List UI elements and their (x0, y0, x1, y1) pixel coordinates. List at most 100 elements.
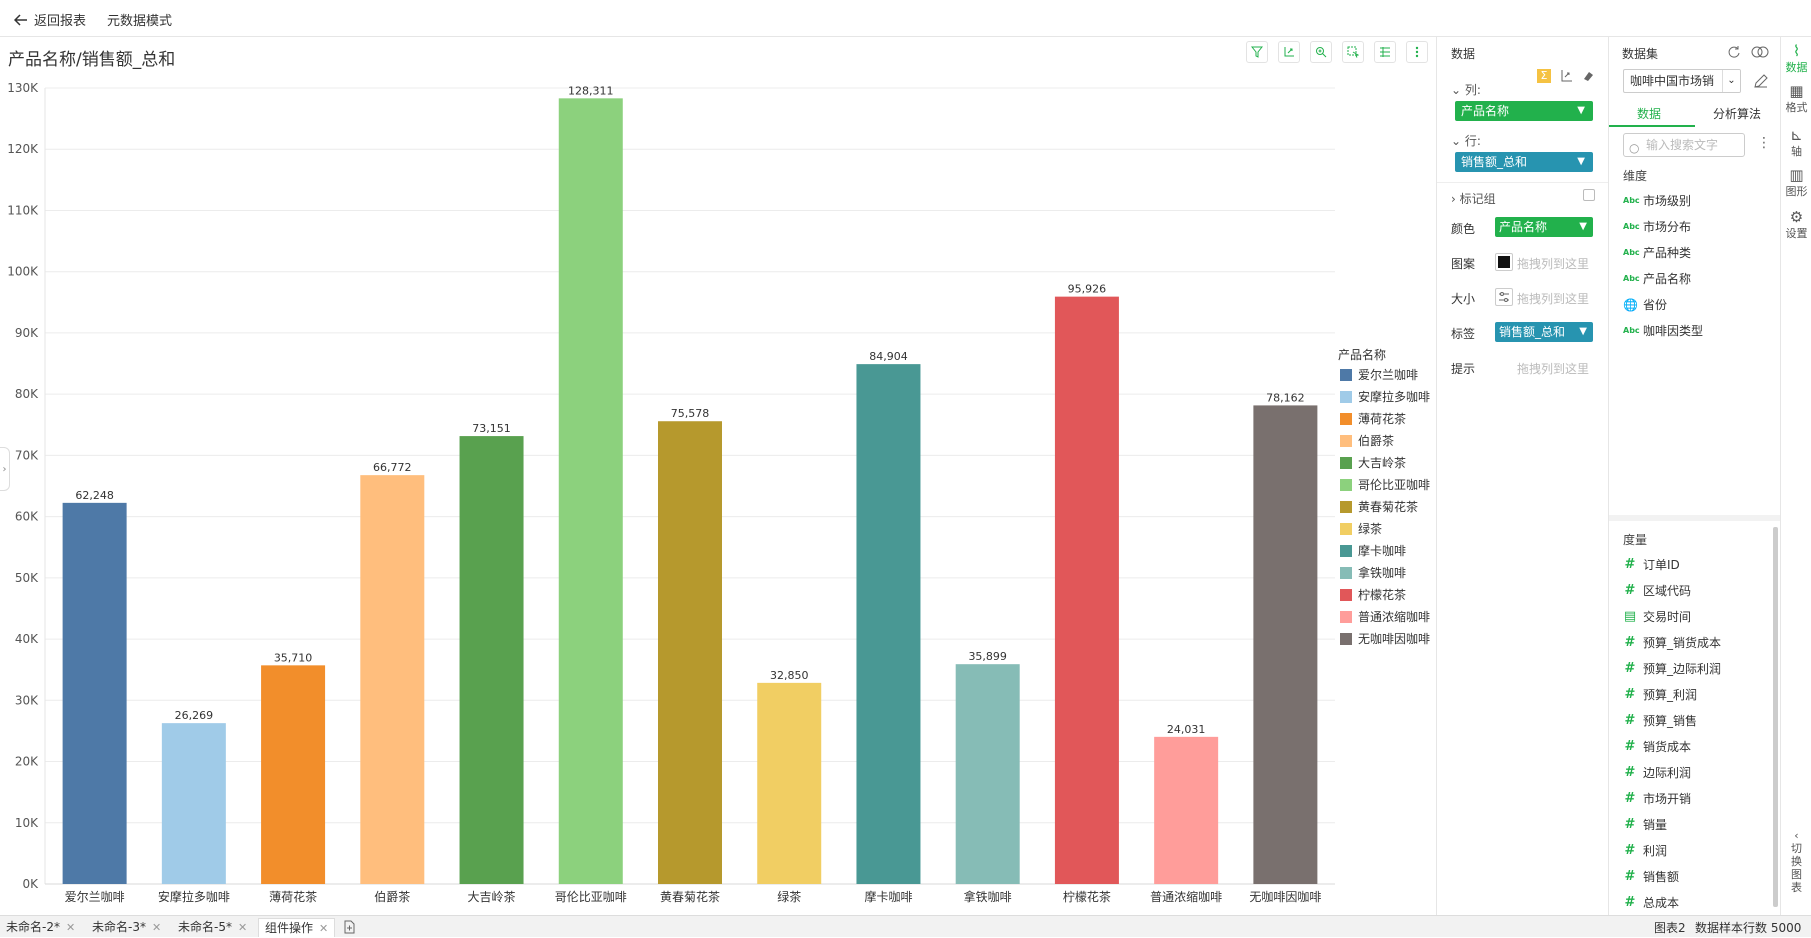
sum-icon[interactable]: Σ (1537, 69, 1551, 83)
dimension-field[interactable]: Abc 产品种类 (1623, 244, 1691, 261)
collapse-left-tab[interactable]: › (0, 447, 10, 491)
text-type-icon: Abc (1623, 248, 1640, 257)
dataset-select[interactable]: 咖啡中国市场销 ⌄ (1623, 69, 1741, 93)
metadata-mode-button[interactable]: 元数据模式 (107, 14, 173, 29)
sheet-tab[interactable]: 未命名-2* ✕ (0, 918, 81, 937)
pattern-swatch[interactable] (1495, 253, 1513, 271)
filter-icon[interactable] (1246, 41, 1268, 63)
legend-swatch (1340, 588, 1352, 601)
select-icon[interactable] (1342, 41, 1364, 63)
measure-field[interactable]: # 销货成本 (1623, 738, 1691, 755)
sheet-tab[interactable]: 未命名-3* ✕ (86, 918, 167, 937)
text-type-icon: Abc (1623, 274, 1640, 283)
dimension-field[interactable]: 🌐 省份 (1623, 296, 1667, 313)
bar (360, 475, 425, 884)
legend-item[interactable]: 黄春菊花茶 (1340, 498, 1418, 515)
dimension-label: 产品种类 (1643, 246, 1692, 260)
legend-item[interactable]: 薄荷花茶 (1340, 410, 1406, 427)
legend-item[interactable]: 柠檬花茶 (1340, 586, 1406, 603)
back-label: 返回报表 (34, 14, 87, 29)
close-icon[interactable]: ✕ (65, 921, 76, 934)
rail-format[interactable]: ▦ 格式 (1785, 82, 1808, 114)
marks-group-toggle[interactable]: › 标记组 (1451, 192, 1496, 206)
dimension-field[interactable]: Abc 咖啡因类型 (1623, 322, 1703, 339)
edit-icon[interactable] (1753, 73, 1769, 89)
swap-axis-icon[interactable] (1559, 69, 1573, 83)
rail-data[interactable]: ⌇ 数据 (1785, 42, 1808, 74)
measure-field[interactable]: # 利润 (1623, 842, 1667, 859)
add-sheet-icon[interactable] (342, 920, 356, 934)
back-to-report-button[interactable]: 返回报表 (14, 10, 86, 29)
tab-data[interactable]: 数据 (1637, 107, 1662, 121)
drill-icon[interactable] (1278, 41, 1300, 63)
refresh-icon[interactable] (1727, 45, 1741, 59)
number-type-icon: # (1624, 687, 1636, 702)
measure-field[interactable]: # 预算_销货成本 (1623, 634, 1721, 651)
pattern-drop-zone[interactable]: 拖拽列到这里 (1517, 257, 1590, 271)
size-drop-zone[interactable]: 拖拽列到这里 (1517, 292, 1590, 306)
measure-field[interactable]: # 预算_利润 (1623, 686, 1697, 703)
measure-field[interactable]: # 边际利润 (1623, 764, 1691, 781)
label-field-pill[interactable]: 销售额_总和 ▼ (1495, 322, 1593, 342)
legend-swatch (1340, 544, 1352, 557)
more-options-icon[interactable]: ⋮ (1757, 135, 1771, 151)
columns-field-pill[interactable]: 产品名称 ▼ (1455, 101, 1593, 121)
rows-field-pill[interactable]: 销售额_总和 ▼ (1455, 152, 1593, 172)
field-search-input[interactable]: ○ 输入搜索文字 (1623, 133, 1745, 157)
data-label: 73,151 (472, 422, 511, 435)
dimension-field[interactable]: Abc 市场分布 (1623, 218, 1691, 235)
dimension-field[interactable]: Abc 产品名称 (1623, 270, 1691, 287)
legend-item[interactable]: 摩卡咖啡 (1340, 542, 1406, 559)
size-slider-icon[interactable] (1495, 288, 1513, 306)
measure-label: 订单ID (1643, 558, 1680, 572)
measure-field[interactable]: # 订单ID (1623, 556, 1680, 573)
legend-item[interactable]: 绿茶 (1340, 520, 1382, 537)
sheet-tab[interactable]: 组件操作 ✕ (258, 918, 336, 937)
x-tick-label: 黄春菊花茶 (660, 889, 720, 904)
legend-item[interactable]: 普通浓缩咖啡 (1340, 608, 1430, 625)
zoom-icon[interactable] (1310, 41, 1332, 63)
dimension-field[interactable]: Abc 市场级别 (1623, 192, 1691, 209)
sheet-tab[interactable]: 未命名-5* ✕ (172, 918, 253, 937)
close-icon[interactable]: ✕ (237, 921, 248, 934)
measure-field[interactable]: # 销量 (1623, 816, 1667, 833)
marks-settings-icon[interactable] (1583, 189, 1595, 201)
panel-splitter[interactable] (1609, 515, 1781, 521)
tab-underline (1609, 125, 1695, 127)
legend-item[interactable]: 伯爵茶 (1340, 432, 1394, 449)
legend-label: 摩卡咖啡 (1358, 544, 1407, 558)
close-icon[interactable]: ✕ (151, 921, 162, 934)
more-icon[interactable] (1406, 41, 1428, 63)
table-view-icon[interactable] (1374, 41, 1396, 63)
measure-field[interactable]: # 总成本 (1623, 894, 1679, 911)
legend-label: 大吉岭茶 (1358, 456, 1407, 470)
measure-field[interactable]: # 销售额 (1623, 868, 1679, 885)
legend-item[interactable]: 安摩拉多咖啡 (1340, 388, 1430, 405)
measure-field[interactable]: # 预算_边际利润 (1623, 660, 1721, 677)
measure-field[interactable]: ▤ 交易时间 (1623, 608, 1691, 625)
number-type-icon: # (1624, 713, 1636, 728)
eraser-icon[interactable] (1581, 69, 1595, 83)
close-icon[interactable]: ✕ (319, 921, 329, 935)
legend-item[interactable]: 哥伦比亚咖啡 (1340, 476, 1430, 493)
tab-analysis-algorithm[interactable]: 分析算法 (1713, 107, 1762, 121)
bar (1253, 405, 1318, 884)
link-dataset-icon[interactable] (1751, 45, 1769, 59)
switch-chart-button[interactable]: ‹ 切换图表 (1781, 829, 1811, 894)
scrollbar[interactable] (1773, 527, 1778, 907)
legend-item[interactable]: 拿铁咖啡 (1340, 564, 1406, 581)
rail-settings[interactable]: ⚙ 设置 (1785, 208, 1808, 240)
legend-item[interactable]: 无咖啡因咖啡 (1340, 630, 1430, 647)
measure-field[interactable]: # 预算_销售 (1623, 712, 1697, 729)
rail-axis[interactable]: ⊾ 轴 (1790, 126, 1803, 158)
y-tick-label: 0K (22, 877, 39, 891)
legend-label: 薄荷花茶 (1358, 412, 1407, 426)
measure-field[interactable]: # 市场开销 (1623, 790, 1691, 807)
legend-item[interactable]: 大吉岭茶 (1340, 454, 1406, 471)
tooltip-drop-zone[interactable]: 拖拽列到这里 (1517, 362, 1590, 376)
color-field-pill[interactable]: 产品名称 ▼ (1495, 217, 1593, 237)
legend-item[interactable]: 爱尔兰咖啡 (1340, 366, 1418, 383)
measure-field[interactable]: # 区域代码 (1623, 582, 1691, 599)
rail-shape[interactable]: ▥ 图形 (1785, 166, 1808, 198)
measure-label: 总成本 (1643, 896, 1680, 910)
